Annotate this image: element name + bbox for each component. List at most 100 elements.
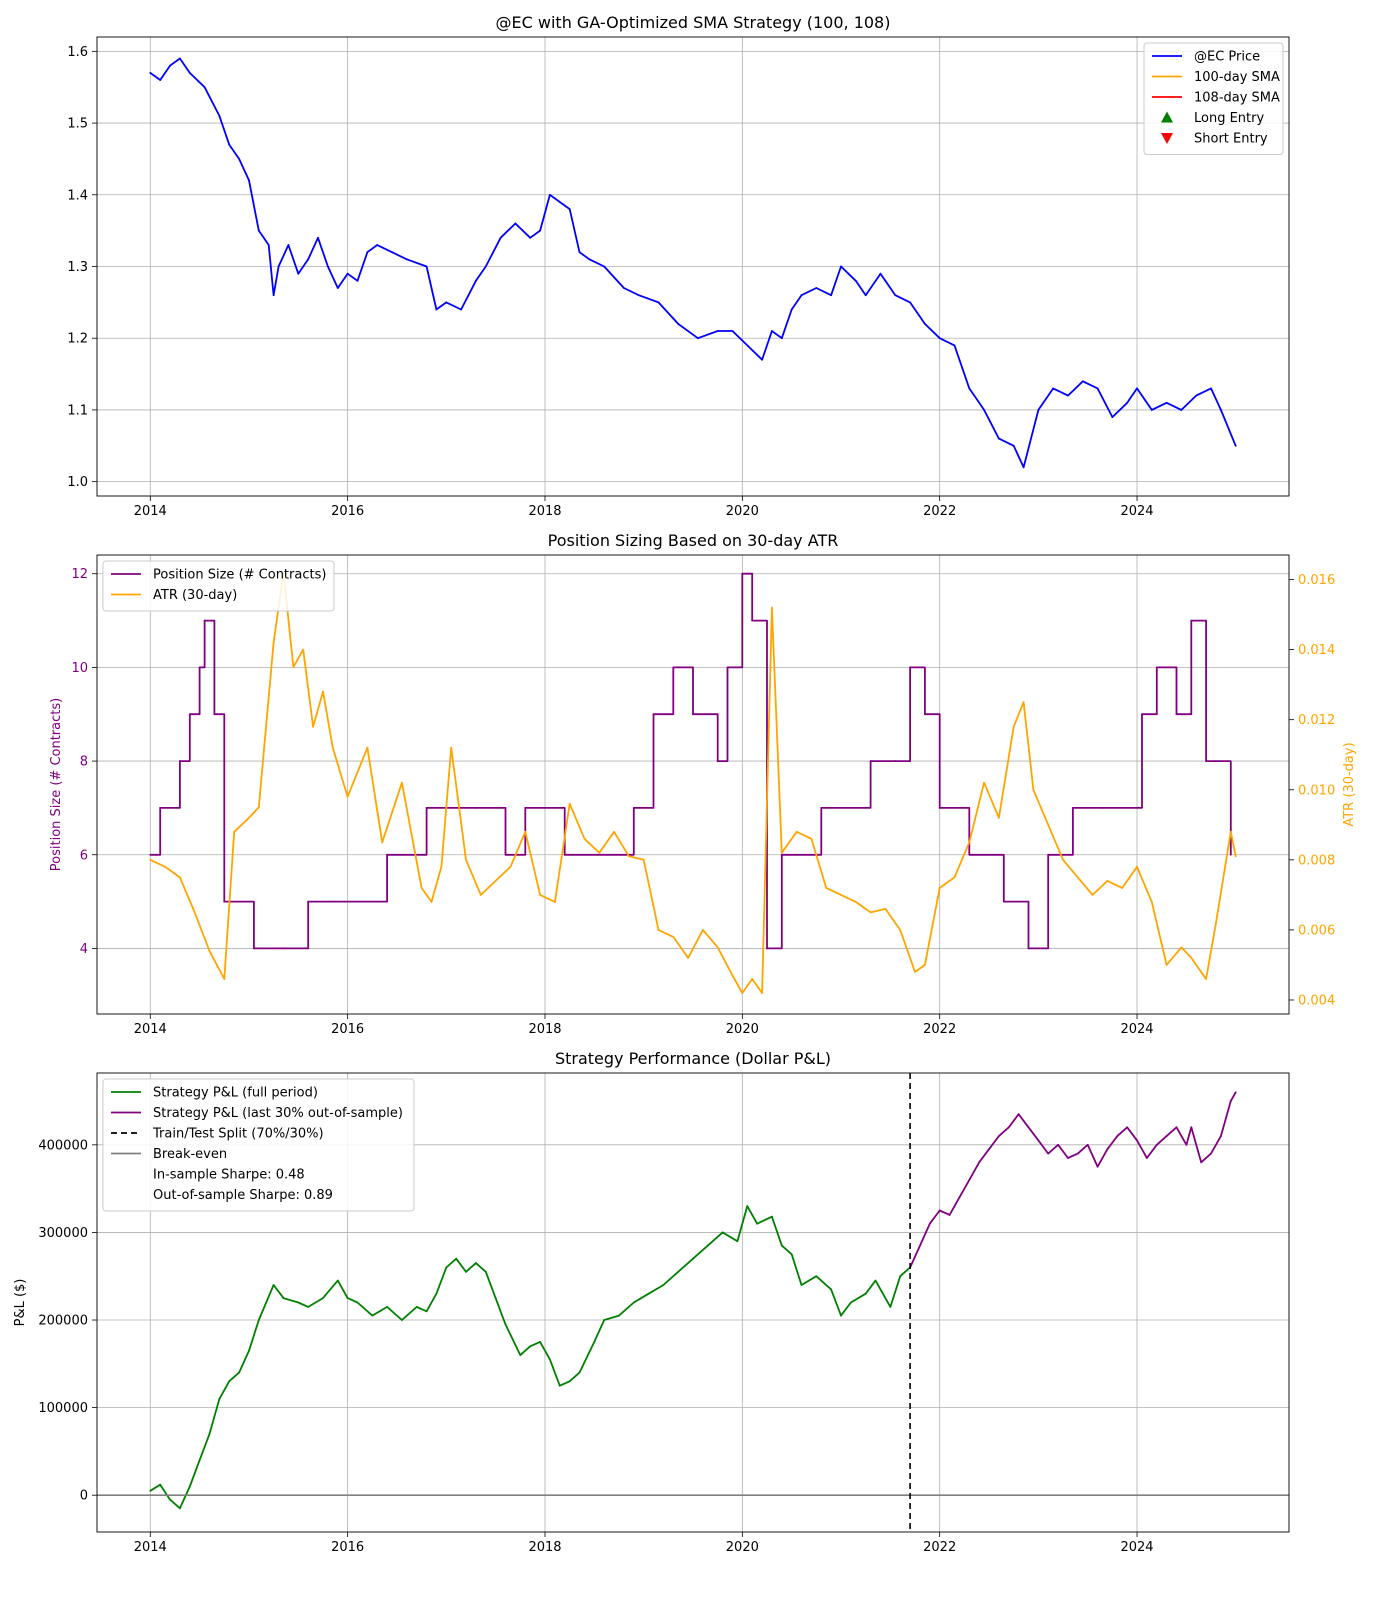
data-point (539, 893, 541, 896)
data-point (1205, 978, 1208, 980)
data-point (598, 851, 601, 854)
data-point (1037, 1139, 1040, 1142)
data-point (780, 1244, 783, 1247)
data-point (1205, 760, 1208, 762)
axes-frame (96, 36, 1290, 497)
data-point (840, 1314, 842, 1317)
data-point (1175, 1126, 1178, 1129)
data-point (178, 876, 181, 879)
data-point (529, 236, 532, 239)
data-point (751, 619, 754, 622)
data-point (346, 1297, 349, 1300)
data-point (766, 947, 768, 950)
data-point (455, 1257, 458, 1260)
data-point (238, 158, 240, 160)
data-point (1155, 666, 1158, 669)
data-point (1062, 858, 1064, 861)
data-point (524, 830, 527, 833)
data-point (401, 1319, 403, 1321)
data-point (716, 330, 719, 332)
data-point (761, 992, 763, 994)
data-point (997, 816, 1000, 819)
legend-entry-label: Strategy P&L (full period) (153, 1086, 318, 1101)
data-point (741, 572, 744, 575)
data-point (460, 308, 463, 311)
data-point (193, 911, 196, 914)
legend: Position Size (# Contracts) ATR (30-day) (102, 560, 335, 612)
data-point (854, 279, 857, 282)
series-line-2 (149, 571, 1237, 994)
data-point (558, 1384, 561, 1387)
data-point (652, 713, 655, 716)
data-point (613, 830, 615, 833)
y-tick-label: 8 (80, 755, 88, 770)
x-tick-label: 2014 (134, 504, 167, 519)
x-tick-label: 2020 (726, 1022, 759, 1037)
data-point (494, 879, 497, 882)
data-point (504, 1323, 507, 1326)
data-point (716, 760, 719, 762)
data-point (218, 1397, 221, 1400)
legend-marker-triangle-up (1161, 111, 1173, 123)
y-tick-label: 1.3 (67, 260, 88, 275)
y-tick-label: 1.5 (67, 117, 88, 132)
data-point (218, 114, 221, 117)
data-point (1096, 387, 1099, 390)
data-point (919, 1244, 921, 1247)
data-point (366, 746, 369, 749)
data-point (159, 1483, 162, 1486)
x-tick-label: 2016 (331, 1022, 364, 1037)
data-point (800, 1284, 803, 1286)
x-tick-label: 2022 (923, 1022, 956, 1037)
data-point (815, 287, 818, 289)
data-point (420, 886, 423, 889)
data-point (1165, 1135, 1168, 1137)
data-point (475, 1262, 477, 1264)
data-point (213, 713, 216, 716)
legend-entry-label: In-sample Sharpe: 0.48 (153, 1168, 305, 1183)
y-tick-label: 12 (71, 567, 88, 582)
data-point (1165, 964, 1168, 966)
data-point (697, 337, 699, 340)
y-right-tick-label: 0.012 (1298, 713, 1335, 728)
y-tick-label: 0 (80, 1489, 88, 1504)
data-point (923, 964, 926, 966)
legend-box (102, 560, 335, 612)
legend-entry-label: Short Entry (1194, 132, 1268, 147)
data-point (494, 1297, 497, 1300)
data-point (307, 900, 310, 903)
data-point (726, 666, 729, 669)
data-point (1037, 409, 1040, 411)
data-point (391, 251, 393, 254)
data-point (465, 858, 467, 861)
data-point (1229, 853, 1232, 856)
data-point (578, 1371, 581, 1374)
data-point (637, 294, 640, 297)
data-point (386, 853, 389, 856)
data-point (894, 760, 897, 762)
x-tick-label: 2024 (1120, 504, 1153, 519)
data-point (568, 1380, 571, 1383)
data-point (267, 244, 270, 246)
legend-entry-label: Train/Test Split (70%/30%) (152, 1127, 324, 1142)
data-point (997, 437, 1000, 440)
data-point (445, 1266, 448, 1269)
data-point (238, 1371, 240, 1374)
x-tick-label: 2018 (528, 1022, 561, 1037)
y-right-tick-label: 0.016 (1298, 573, 1335, 588)
x-tick-label: 2020 (726, 504, 759, 519)
data-point (272, 641, 275, 644)
chart-title: Position Sizing Based on 30-day ATR (548, 531, 839, 550)
data-point (1072, 807, 1074, 809)
data-point (297, 272, 300, 275)
axes-frame (96, 554, 1290, 1015)
data-point (1096, 1165, 1099, 1168)
data-point (830, 1288, 833, 1291)
data-point (1076, 876, 1079, 879)
data-point (958, 1196, 961, 1199)
legend-box (1143, 42, 1284, 155)
data-point (889, 1305, 892, 1308)
data-point (178, 1507, 181, 1510)
y-axis-label: Position Size (# Contracts) (49, 698, 64, 871)
data-point (997, 1135, 1000, 1137)
